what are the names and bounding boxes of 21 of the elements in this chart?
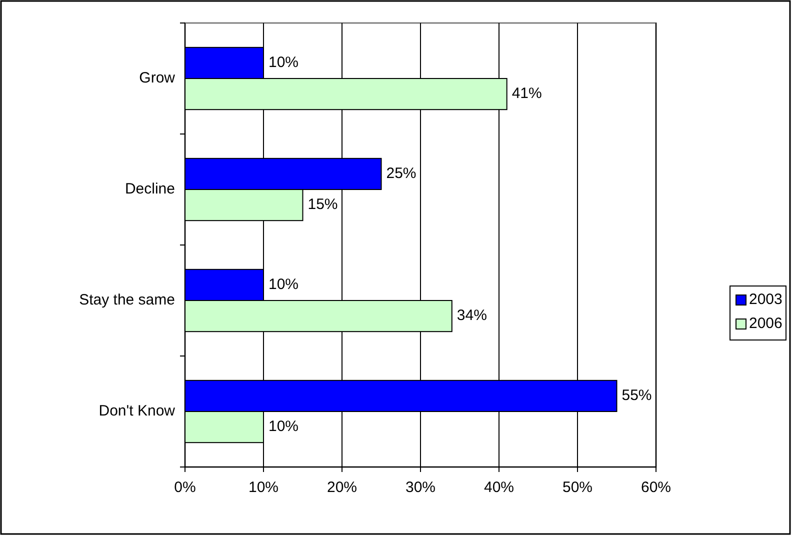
x-tick-label: 0% xyxy=(174,479,196,496)
legend-label: 2006 xyxy=(749,314,782,332)
y-tick-label: Decline xyxy=(124,180,175,198)
x-tick-label: 50% xyxy=(562,479,593,496)
legend-label: 2003 xyxy=(749,290,782,308)
x-tick-label: 20% xyxy=(326,479,358,496)
data-label: 10% xyxy=(268,276,299,293)
y-tick-label: Don't Know xyxy=(98,402,176,420)
data-label: 25% xyxy=(386,164,416,182)
x-tick-label: 40% xyxy=(484,479,514,496)
y-tick-label: Stay the same xyxy=(79,291,175,308)
x-tick-label: 60% xyxy=(640,479,672,496)
data-label: 55% xyxy=(622,386,652,404)
data-label: 10% xyxy=(268,54,299,71)
data-label: 10% xyxy=(268,418,299,436)
y-tick-label: Grow xyxy=(139,69,176,86)
data-label: 15% xyxy=(308,196,338,214)
x-tick-label: 10% xyxy=(248,479,279,496)
data-label: 41% xyxy=(512,85,542,102)
data-label: 34% xyxy=(456,307,487,324)
x-tick-label: 30% xyxy=(405,479,436,496)
